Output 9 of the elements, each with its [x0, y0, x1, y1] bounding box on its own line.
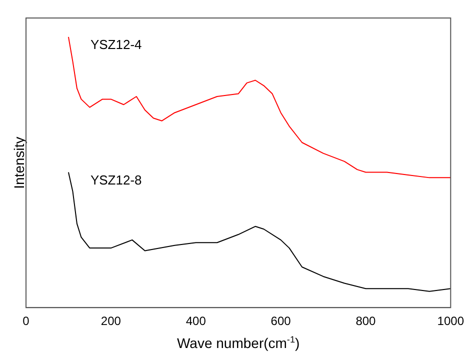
x-tick-label: 400: [186, 314, 206, 328]
series-label: YSZ12-4: [90, 36, 142, 52]
x-tick-label: 800: [356, 314, 376, 328]
x-tick-label: 0: [22, 314, 30, 328]
x-tick-label: 600: [270, 314, 292, 328]
y-axis-title: Intensity: [11, 136, 27, 189]
x-tick-label: 1000: [437, 314, 464, 328]
series-label: YSZ12-8: [90, 172, 142, 188]
x-tick-label: 200: [100, 314, 122, 328]
